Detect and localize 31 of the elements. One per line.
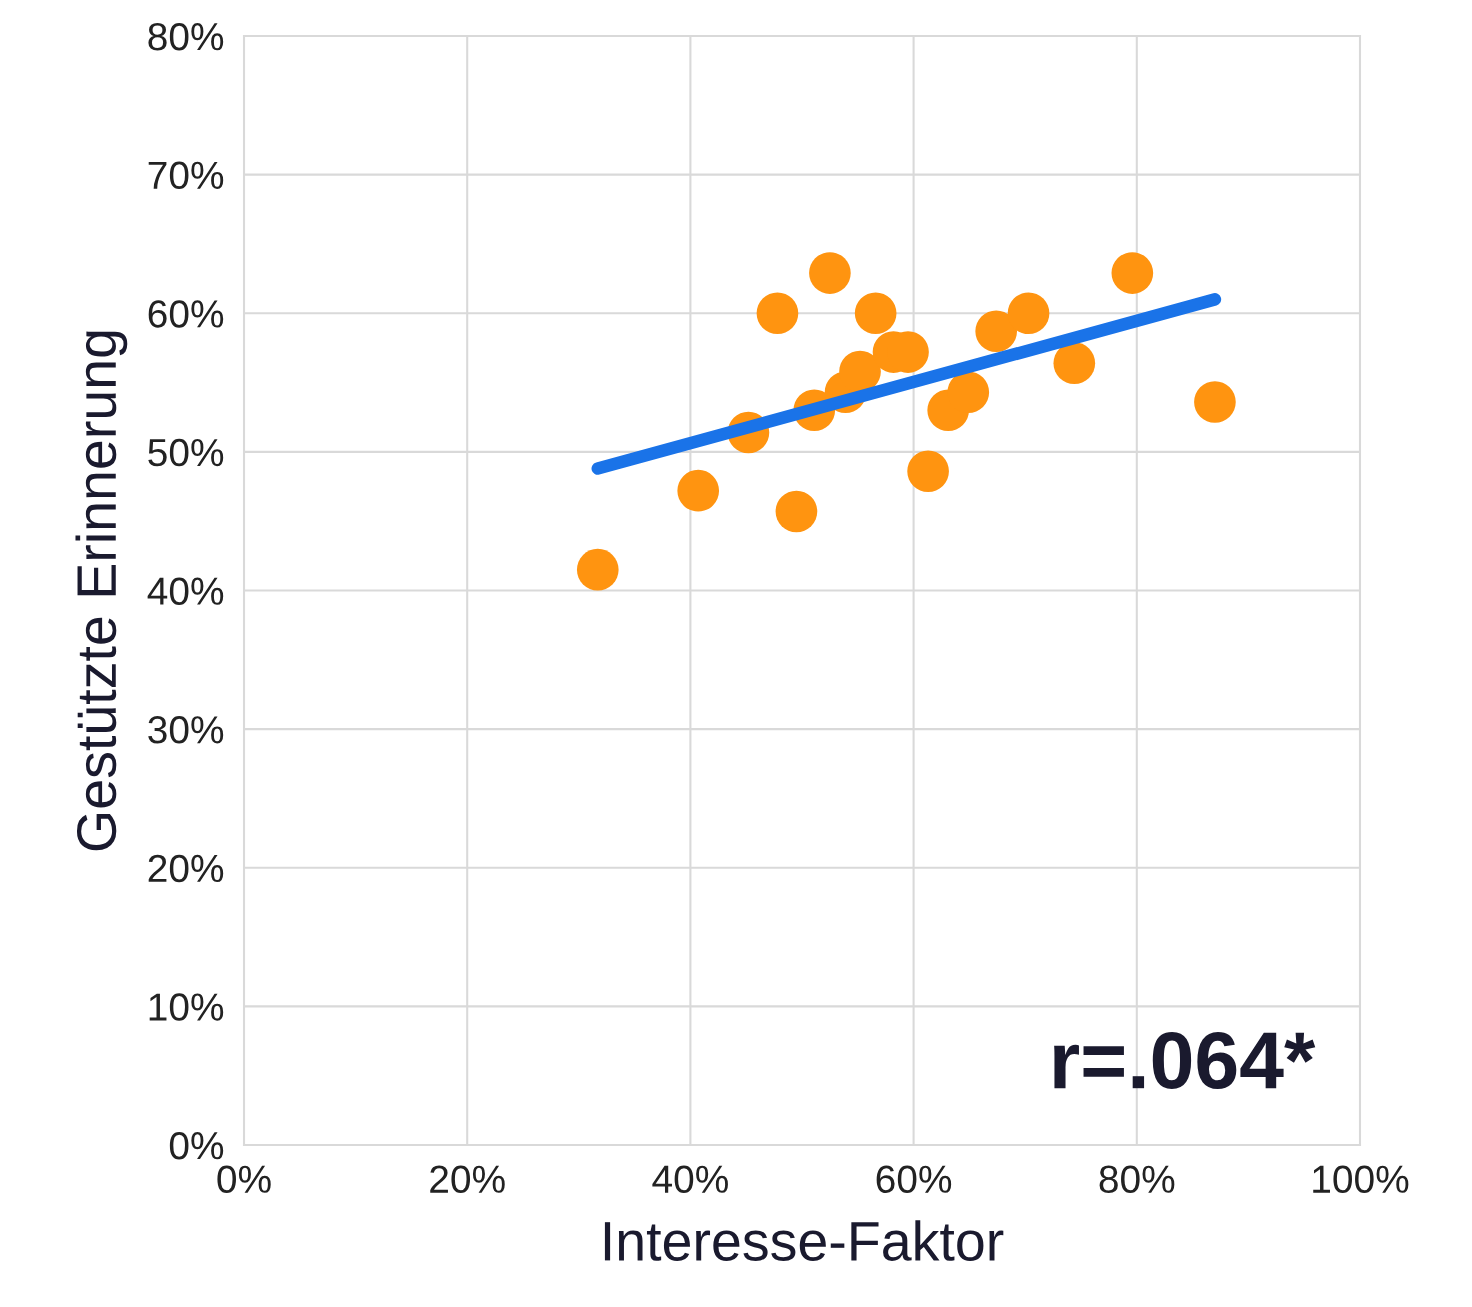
y-tick-label: 70%	[148, 161, 224, 190]
y-tick-label: 10%	[149, 993, 224, 1021]
y-tick-label: 0%	[169, 1131, 224, 1160]
point	[677, 469, 720, 512]
point	[775, 490, 818, 533]
x-tick-label: 0%	[217, 1165, 271, 1194]
y-tick-label: 40%	[147, 577, 224, 605]
x-tick-label: 60%	[876, 1165, 952, 1194]
point	[1007, 292, 1050, 335]
point	[809, 252, 851, 294]
y-tick-label: 80%	[148, 22, 224, 51]
x-tick-label: 40%	[652, 1165, 728, 1194]
y-tick-label: 20%	[148, 854, 224, 883]
point	[1053, 342, 1096, 384]
point	[975, 310, 1018, 353]
point	[756, 292, 799, 335]
point	[854, 292, 897, 335]
point	[907, 450, 949, 493]
y-axis-title: Gestützte Erinnerung	[75, 331, 128, 851]
y-tick-label: 60%	[148, 300, 224, 328]
annotation: r=.064*	[1054, 1031, 1316, 1089]
x-tick-label: 20%	[430, 1165, 505, 1194]
y-tick-label: 50%	[148, 438, 224, 467]
x-tick-label: 80%	[1099, 1165, 1175, 1194]
point	[1111, 252, 1154, 294]
point	[576, 548, 619, 591]
x-tick-label: 100%	[1313, 1165, 1409, 1194]
y-tick-label: 30%	[148, 716, 224, 744]
point	[1194, 381, 1236, 423]
x-axis-title: Interesse-Faktor	[604, 1220, 1004, 1261]
point	[947, 371, 990, 414]
